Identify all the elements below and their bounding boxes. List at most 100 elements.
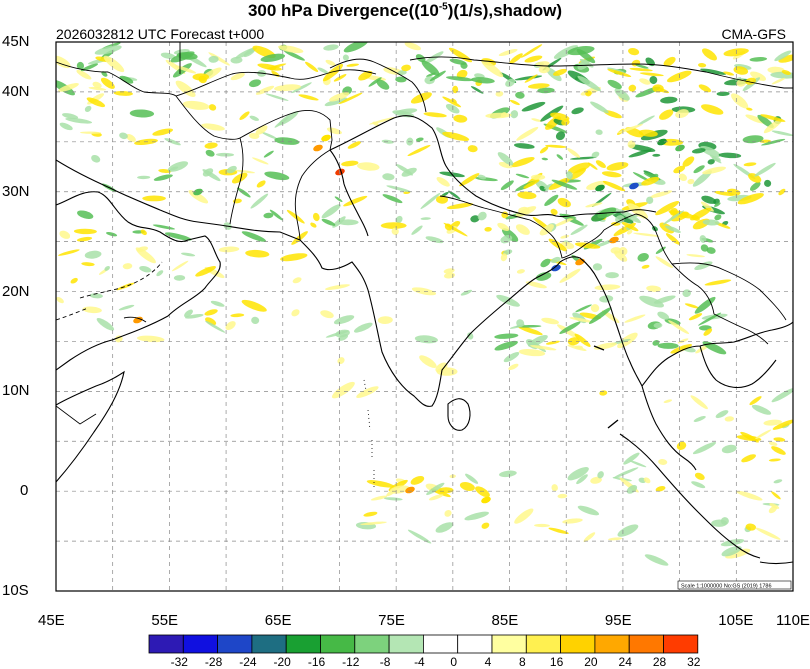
divergence-patch: [56, 296, 64, 304]
divergence-patch: [443, 268, 455, 274]
divergence-patch: [460, 289, 473, 296]
divergence-patch: [251, 316, 260, 325]
divergence-patch: [263, 212, 274, 219]
himalaya-border: [329, 115, 657, 218]
divergence-patch: [544, 194, 559, 206]
divergence-patch: [325, 59, 336, 66]
divergence-patch: [655, 486, 666, 492]
divergence-patch: [734, 77, 742, 81]
divergence-patch: [773, 437, 786, 442]
divergence-patch: [749, 57, 768, 62]
divergence-patch: [81, 262, 95, 267]
malay-peninsula: [641, 385, 697, 471]
colorbar-label: 0: [450, 655, 457, 669]
divergence-patch: [608, 537, 623, 541]
divergence-patch: [256, 180, 266, 188]
divergence-patch: [723, 71, 735, 76]
divergence-patch: [655, 256, 674, 268]
divergence-patch: [707, 159, 715, 165]
divergence-patch: [140, 229, 147, 236]
divergence-patch: [633, 232, 660, 237]
divergence-patch: [641, 264, 650, 269]
divergence-patch: [646, 285, 661, 292]
divergence-patch: [438, 487, 454, 494]
divergence-patch: [421, 60, 440, 76]
divergence-patch: [550, 112, 570, 121]
divergence-patch: [743, 162, 757, 167]
divergence-patch: [84, 105, 92, 112]
divergence-patch: [420, 192, 441, 210]
divergence-patch: [715, 410, 729, 419]
divergence-patch: [368, 77, 382, 87]
divergence-patch: [521, 101, 546, 112]
colorbar-label: 28: [653, 655, 667, 669]
divergence-patch: [245, 249, 270, 258]
divergence-patch: [606, 162, 629, 171]
divergence-patch: [575, 304, 592, 313]
divergence-patch: [714, 202, 721, 207]
divergence-patch: [172, 63, 192, 78]
divergence-patch: [503, 352, 520, 363]
divergence-patch: [534, 523, 550, 528]
divergence-patch: [239, 111, 250, 120]
divergence-patch: [514, 508, 534, 524]
divergence-patch: [639, 295, 664, 308]
divergence-patch: [265, 93, 289, 101]
divergence-patch: [694, 472, 705, 481]
divergence-patch: [346, 63, 359, 67]
divergence-patch: [376, 79, 390, 90]
divergence-patch: [80, 63, 99, 72]
divergence-patch: [591, 151, 600, 158]
divergence-patch: [382, 194, 403, 204]
divergence-patch: [286, 209, 305, 224]
divergence-patch: [100, 77, 115, 89]
divergence-patch: [515, 206, 537, 218]
divergence-patch: [133, 316, 143, 324]
divergence-patch: [429, 70, 446, 82]
divergence-patch: [561, 119, 570, 126]
lon-tick-label: 110E: [776, 612, 810, 629]
divergence-patch: [474, 73, 485, 79]
divergence-patch: [498, 49, 518, 56]
divergence-patch: [58, 249, 80, 256]
lat-tick-label: 0: [20, 482, 29, 500]
lat-tick-label: 30N: [2, 182, 30, 200]
divergence-patch: [291, 82, 312, 94]
divergence-patch: [324, 97, 348, 107]
lon-tick-label: 95E: [604, 612, 632, 629]
divergence-patch: [274, 137, 300, 145]
divergence-patch: [456, 69, 468, 79]
divergence-patch: [702, 219, 720, 226]
divergence-patch: [205, 149, 215, 157]
colorbar-label: -32: [171, 655, 189, 669]
divergence-patch: [65, 117, 93, 124]
divergence-patch: [655, 246, 666, 254]
colorbar: -32 -28 -24 -20 -16 -12 -8 -4 0 4 8 16 20 24 28 32: [148, 634, 701, 669]
divergence-patch: [322, 63, 344, 82]
chart-title: 300 hPa Divergence((10-5)(1/s),shadow): [247, 1, 563, 20]
divergence-patch: [335, 168, 345, 176]
divergence-patch: [544, 183, 553, 190]
divergence-patch: [459, 482, 475, 491]
divergence-patch: [386, 185, 411, 193]
divergence-patch: [515, 91, 525, 99]
divergence-patch: [407, 529, 432, 544]
divergence-patch: [643, 477, 651, 484]
divergence-patch: [523, 179, 540, 189]
divergence-patch: [516, 126, 539, 141]
divergence-patch: [424, 51, 444, 64]
divergence-patch: [718, 152, 742, 159]
lon-tick-label: 75E: [378, 612, 405, 629]
socotra: [123, 316, 147, 323]
divergence-patch: [341, 160, 359, 167]
divergence-patch: [76, 236, 93, 242]
divergence-patch: [426, 482, 445, 496]
divergence-patch: [280, 253, 308, 262]
divergence-patch: [139, 265, 152, 273]
divergence-patch: [597, 471, 604, 479]
divergence-patch: [156, 270, 164, 277]
divergence-patch: [471, 77, 495, 84]
divergence-patch: [122, 263, 133, 270]
divergence-patch: [673, 165, 686, 174]
divergence-patch: [773, 479, 783, 484]
